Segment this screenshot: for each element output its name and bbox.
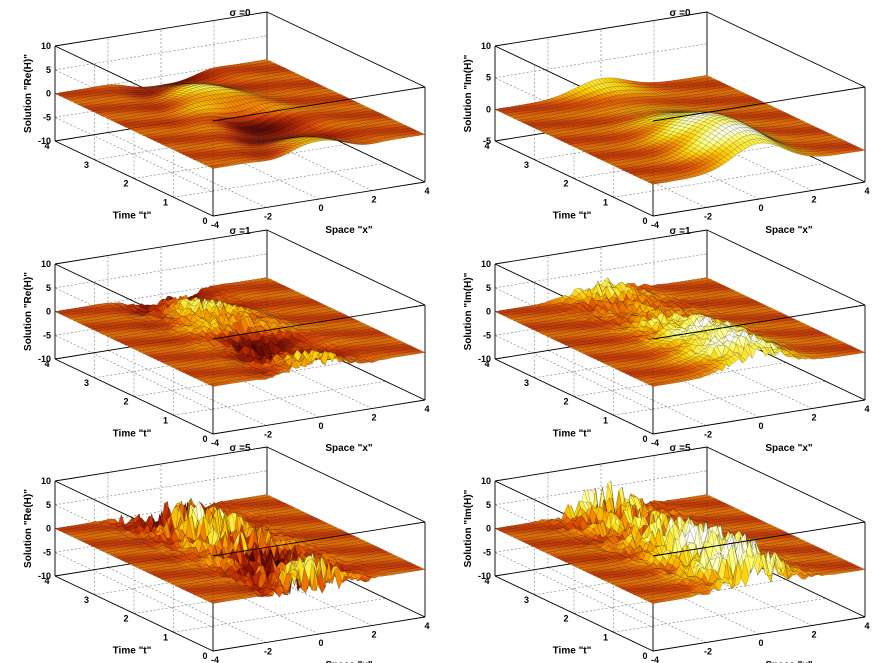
z-tick-label: 0 xyxy=(46,89,51,99)
y-axis-label: Time "t" xyxy=(553,211,592,222)
y-axis-label: Time "t" xyxy=(113,211,152,222)
y-tick-label: 0 xyxy=(202,216,207,226)
z-tick-label: 10 xyxy=(41,41,51,51)
surface-mesh xyxy=(494,75,866,185)
z-tick-label: 10 xyxy=(481,41,491,51)
z-axis-label: Solution "Im(H)" xyxy=(463,54,474,132)
box-edge xyxy=(54,11,268,47)
surface-mesh xyxy=(54,59,426,169)
x-tick-label: -4 xyxy=(651,220,659,230)
x-axis-label: Space "x" xyxy=(765,225,813,236)
x-tick-label: 0 xyxy=(318,203,323,213)
x-tick-label: 2 xyxy=(811,195,816,205)
z-tick-label: -5 xyxy=(43,112,51,122)
y-tick-label: 2 xyxy=(563,179,568,189)
z-tick-label: 5 xyxy=(486,73,491,83)
x-tick-label: 0 xyxy=(758,203,763,213)
y-tick-label: 1 xyxy=(163,197,168,207)
z-tick-label: -5 xyxy=(483,136,491,146)
y-tick-label: 1 xyxy=(603,197,608,207)
x-tick-label: -2 xyxy=(704,212,712,222)
box-edge xyxy=(706,11,866,88)
box-edge xyxy=(212,181,426,217)
z-tick-label: 5 xyxy=(46,65,51,75)
box-edge xyxy=(54,140,214,217)
x-axis-label: Space "x" xyxy=(325,225,373,236)
grid-line xyxy=(173,163,386,198)
grid-line xyxy=(107,132,267,208)
y-tick-label: 3 xyxy=(84,160,89,170)
x-tick-label: 4 xyxy=(424,186,429,196)
y-tick-label: 3 xyxy=(524,160,529,170)
surface-mesh xyxy=(54,277,426,387)
x-tick-label: -4 xyxy=(211,220,219,230)
x-tick-label: -2 xyxy=(264,212,272,222)
z-tick-label: -10 xyxy=(38,136,51,146)
z-axis-label: Solution "Re(H)" xyxy=(23,54,34,133)
chart-title: σ =0 xyxy=(669,8,690,19)
x-tick-label: 2 xyxy=(371,195,376,205)
y-tick-label: 2 xyxy=(123,179,128,189)
y-tick-label: 0 xyxy=(642,216,647,226)
grid-line xyxy=(54,117,214,193)
grid-line xyxy=(173,381,386,416)
chart-title: σ =0 xyxy=(229,8,250,19)
z-tick-label: 0 xyxy=(486,104,491,114)
x-tick-label: 4 xyxy=(864,186,869,196)
